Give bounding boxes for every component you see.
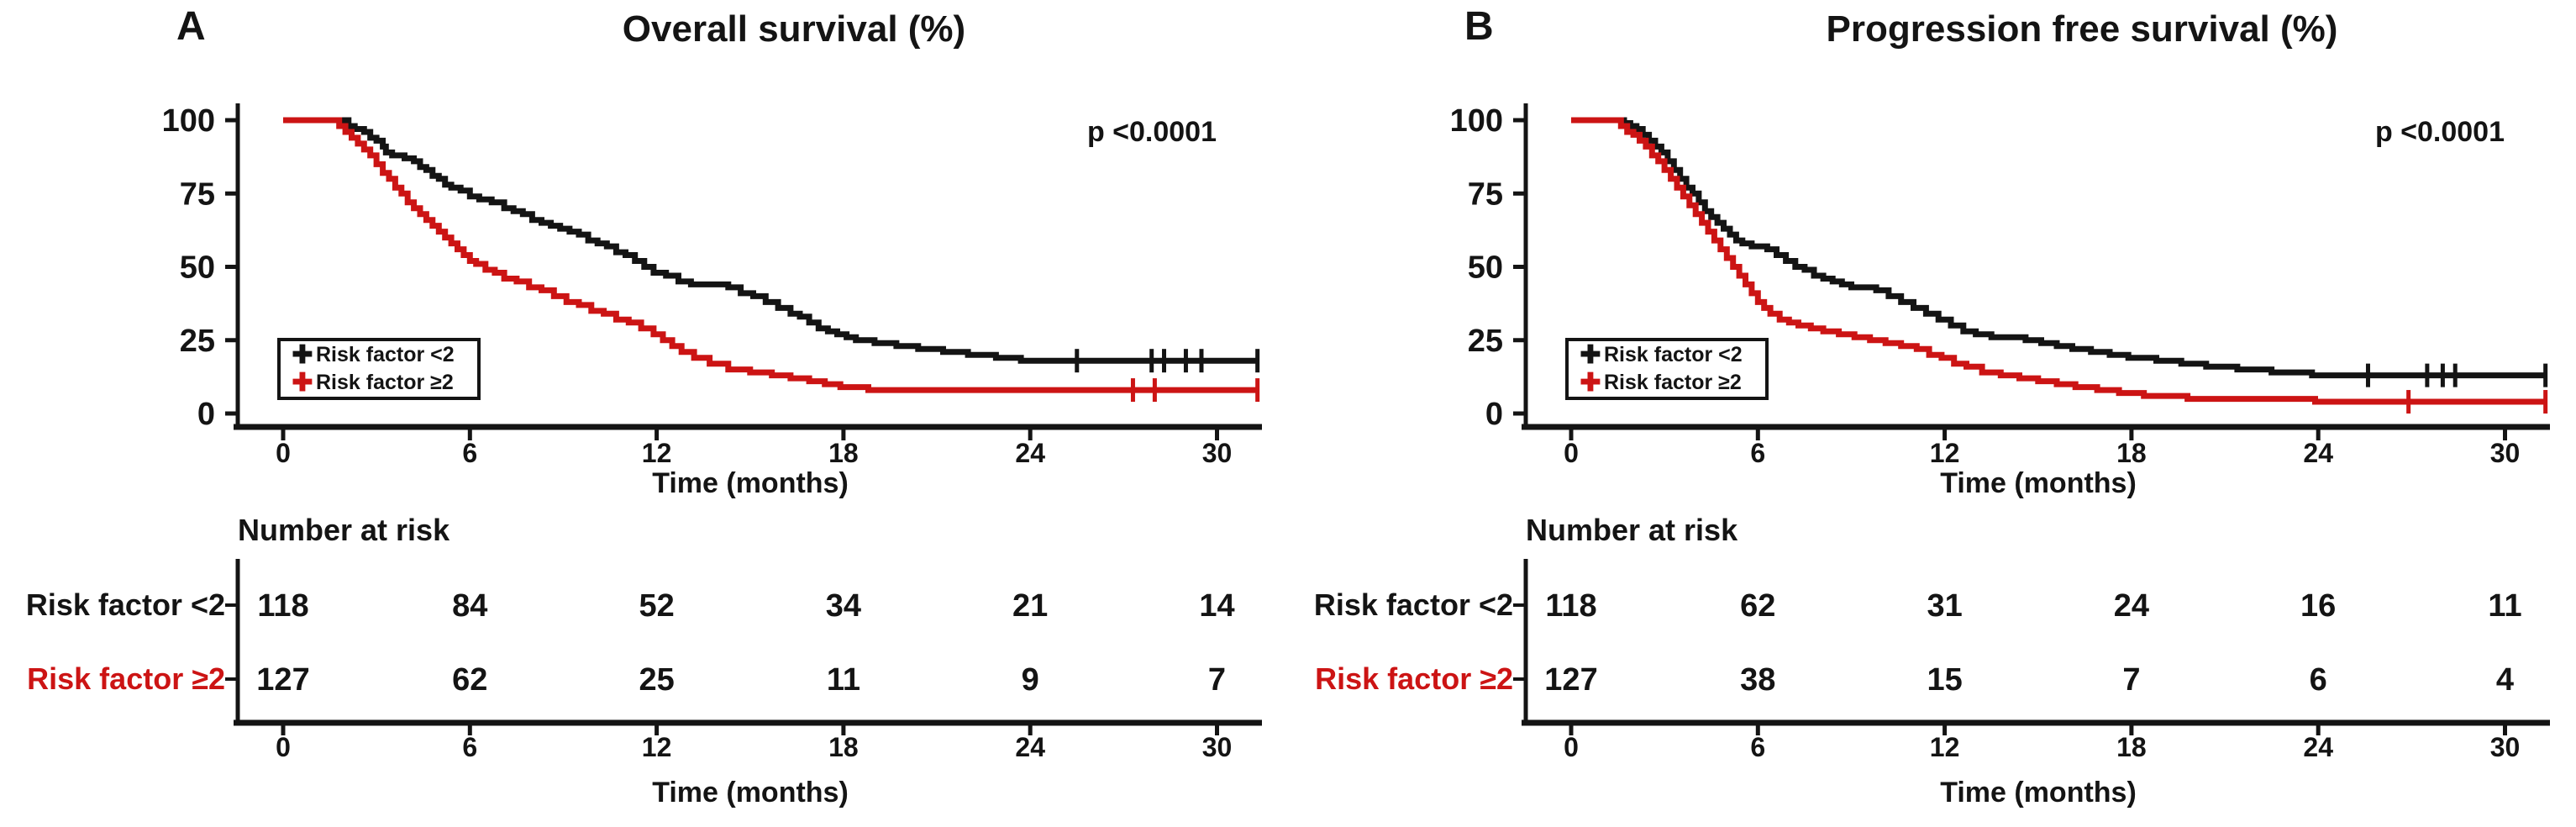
x-tick-label: 24 bbox=[1015, 438, 1045, 468]
x-tick-label: 18 bbox=[2116, 438, 2147, 468]
p-value-annotation: p <0.0001 bbox=[2374, 116, 2505, 148]
risk-count-value: 6 bbox=[2310, 662, 2327, 698]
x-tick-label: 30 bbox=[1202, 438, 1233, 468]
risk-count-value: 38 bbox=[1740, 662, 1775, 698]
y-tick-label: 25 bbox=[1468, 324, 1503, 359]
y-tick-label: 0 bbox=[197, 397, 215, 432]
risk-table-x-tick-label: 18 bbox=[2116, 732, 2147, 762]
risk-row-label-ge2: Risk factor ≥2 bbox=[27, 661, 225, 696]
risk-table-x-tick-label: 6 bbox=[462, 732, 477, 762]
p-value-annotation: p <0.0001 bbox=[1086, 116, 1217, 148]
plus-marker-icon: ✚ bbox=[1580, 340, 1601, 369]
y-tick-label: 25 bbox=[180, 324, 215, 359]
legend-item-risk-lt2: ✚ Risk factor <2 bbox=[1569, 341, 1765, 369]
legend-box: ✚ Risk factor <2 ✚ Risk factor ≥2 bbox=[1565, 338, 1769, 400]
legend-item-risk-lt2: ✚ Risk factor <2 bbox=[281, 341, 477, 369]
y-tick-label: 0 bbox=[1485, 397, 1503, 432]
risk-count-value: 84 bbox=[452, 588, 487, 624]
x-tick-label: 18 bbox=[828, 438, 859, 468]
y-tick-label: 50 bbox=[1468, 250, 1503, 286]
legend-item-risk-ge2: ✚ Risk factor ≥2 bbox=[1569, 369, 1765, 397]
risk-row-label-ge2: Risk factor ≥2 bbox=[1315, 661, 1513, 696]
risk-table-x-tick-label: 12 bbox=[1930, 732, 1960, 762]
risk-count-value: 21 bbox=[1012, 588, 1048, 624]
plus-marker-icon: ✚ bbox=[292, 340, 313, 369]
risk-count-value: 127 bbox=[256, 662, 309, 698]
risk-count-value: 24 bbox=[2114, 588, 2149, 624]
risk-count-value: 4 bbox=[2496, 662, 2514, 698]
risk-count-value: 9 bbox=[1022, 662, 1039, 698]
x-axis-label: Time (months) bbox=[652, 467, 849, 499]
x-tick-label: 0 bbox=[1564, 438, 1579, 468]
plus-marker-icon: ✚ bbox=[292, 368, 313, 397]
legend-item-label: Risk factor <2 bbox=[316, 343, 455, 366]
legend-item-label: Risk factor <2 bbox=[1604, 343, 1743, 366]
x-tick-label: 6 bbox=[1750, 438, 1765, 468]
risk-count-value: 62 bbox=[452, 662, 487, 698]
legend-box: ✚ Risk factor <2 ✚ Risk factor ≥2 bbox=[277, 338, 481, 400]
risk-count-value: 62 bbox=[1740, 588, 1775, 624]
y-tick-label: 75 bbox=[1468, 176, 1503, 212]
y-tick-label: 100 bbox=[162, 103, 215, 139]
risk-table-x-tick-label: 24 bbox=[1015, 732, 1045, 762]
chart-title: Progression free survival (%) bbox=[1826, 8, 2338, 50]
risk-count-value: 118 bbox=[1545, 588, 1596, 624]
risk-count-value: 25 bbox=[639, 662, 674, 698]
risk-count-value: 52 bbox=[639, 588, 674, 624]
risk-table-x-tick-label: 18 bbox=[828, 732, 859, 762]
number-at-risk-heading: Number at risk bbox=[1526, 513, 1738, 547]
risk-count-value: 15 bbox=[1927, 662, 1962, 698]
risk-count-value: 11 bbox=[827, 662, 860, 698]
x-tick-label: 12 bbox=[642, 438, 672, 468]
plus-marker-icon: ✚ bbox=[1580, 368, 1601, 397]
y-tick-label: 50 bbox=[180, 250, 215, 286]
risk-table-x-tick-label: 0 bbox=[276, 732, 291, 762]
risk-count-value: 7 bbox=[1208, 662, 1226, 698]
risk-row-label-lt2: Risk factor <2 bbox=[1313, 587, 1513, 622]
risk-count-value: 16 bbox=[2300, 588, 2336, 624]
km-curve-risk-factor-2 bbox=[283, 117, 1258, 393]
panel-progression-free-survival: 0 25 50 75 100 0 6 12 18 24 30 0 6 12 18 24 30 118 62 31 24 1… bbox=[1288, 0, 2576, 827]
risk-count-value: 14 bbox=[1199, 588, 1234, 624]
risk-table-x-tick-label: 12 bbox=[642, 732, 672, 762]
km-curve-risk-factor-2 bbox=[1571, 117, 2546, 379]
risk-table-x-axis-label: Time (months) bbox=[1940, 777, 2137, 809]
risk-count-value: 31 bbox=[1927, 588, 1962, 624]
legend-item-risk-ge2: ✚ Risk factor ≥2 bbox=[281, 369, 477, 397]
risk-table-x-tick-label: 0 bbox=[1564, 732, 1579, 762]
y-tick-label: 100 bbox=[1450, 103, 1503, 139]
risk-table-x-tick-label: 30 bbox=[2490, 732, 2521, 762]
risk-count-value: 34 bbox=[826, 588, 861, 624]
risk-count-value: 118 bbox=[257, 588, 308, 624]
x-axis-label: Time (months) bbox=[1940, 467, 2137, 499]
x-tick-label: 30 bbox=[2490, 438, 2521, 468]
x-tick-label: 6 bbox=[462, 438, 477, 468]
risk-table-x-tick-label: 30 bbox=[1202, 732, 1233, 762]
risk-table-x-axis-label: Time (months) bbox=[652, 777, 849, 809]
risk-row-label-lt2: Risk factor <2 bbox=[25, 587, 225, 622]
risk-table-x-tick-label: 6 bbox=[1750, 732, 1765, 762]
number-at-risk-heading: Number at risk bbox=[238, 513, 450, 547]
risk-table-x-tick-label: 24 bbox=[2303, 732, 2333, 762]
y-tick-label: 75 bbox=[180, 176, 215, 212]
risk-count-value: 127 bbox=[1544, 662, 1597, 698]
legend-item-label: Risk factor ≥2 bbox=[316, 371, 454, 394]
km-curve-risk-factor-2 bbox=[1571, 117, 2546, 405]
x-tick-label: 12 bbox=[1930, 438, 1960, 468]
legend-item-label: Risk factor ≥2 bbox=[1604, 371, 1742, 394]
panel-overall-survival: 0 25 50 75 100 0 6 12 18 24 30 0 6 12 18 24 30 118 84 52 34 2… bbox=[25, 4, 1262, 809]
risk-count-value: 7 bbox=[2122, 662, 2140, 698]
km-plot-progression-free-survival: 0 25 50 75 100 0 6 12 18 24 30 0 6 12 18 24 30 118 62 31 24 1… bbox=[1450, 103, 2550, 762]
risk-count-value: 11 bbox=[2488, 588, 2521, 624]
panel-label: A bbox=[176, 4, 206, 49]
x-tick-label: 24 bbox=[2303, 438, 2333, 468]
panel-label: B bbox=[1464, 4, 1494, 49]
km-plot-overall-survival: 0 25 50 75 100 0 6 12 18 24 30 0 6 12 18 24 30 118 84 52 34 2… bbox=[162, 103, 1262, 762]
x-tick-label: 0 bbox=[276, 438, 291, 468]
chart-title: Overall survival (%) bbox=[622, 8, 966, 50]
km-curve-risk-factor-2 bbox=[283, 117, 1258, 364]
